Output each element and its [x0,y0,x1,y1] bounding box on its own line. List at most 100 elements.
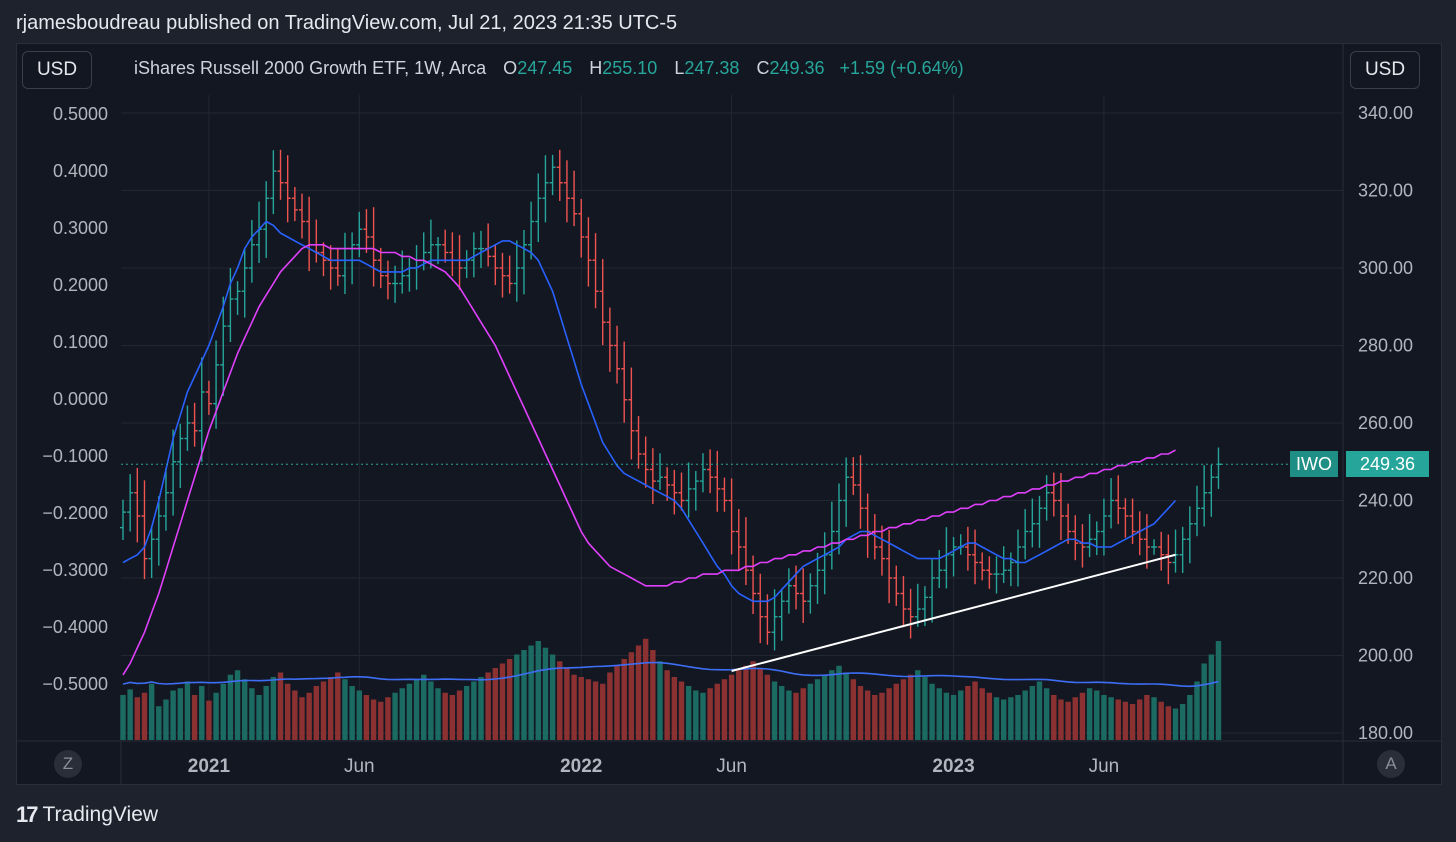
candle [384,260,391,300]
legend-high-label: H [589,58,603,78]
volume-bar [607,672,613,740]
volume-bar [578,677,584,740]
volume-bar [306,692,312,740]
candle [814,552,821,604]
legend-high-value: 255.10 [602,58,658,78]
volume-bar [872,695,878,740]
candle [578,199,585,258]
volume-bar [421,674,427,740]
volume-bar [163,699,169,740]
volume-bar [1072,697,1078,740]
candle [549,154,556,196]
candle [1050,472,1057,517]
candle [1029,498,1036,548]
candle [664,467,671,501]
candle [148,525,155,578]
volume-bar [1022,690,1028,740]
candle [470,232,477,278]
candle [327,245,334,290]
volume-bar [1208,654,1215,740]
candle [742,517,749,585]
candle [1043,475,1050,521]
candle [528,201,535,260]
candle [907,588,914,639]
candle [1172,529,1179,573]
volume-bar [678,681,685,740]
right-axis-tick: 180.00 [1358,723,1413,743]
volume-bar [413,679,420,740]
left-axis-tick: 0.3000 [53,218,108,238]
volume-bar [249,688,255,740]
candle [986,556,993,589]
volume-bar [177,688,183,740]
candle [535,173,542,243]
candle [492,245,499,286]
candle [778,588,785,641]
candle [563,160,570,223]
candle [198,357,205,462]
candle [170,429,177,516]
brand: 17 TradingView [16,802,158,828]
candle [828,501,835,570]
volume-bar [1094,690,1100,740]
volume-bar [1172,708,1179,740]
volume-bar [492,668,499,740]
right-axis-tick: 260.00 [1358,413,1413,433]
volume-bar [1029,686,1036,740]
zoom-reset-button[interactable]: Z [54,750,82,778]
candle [313,219,320,263]
ma-slow-line [122,244,1176,676]
legend-low-label: L [674,58,685,78]
volume-bar [657,661,663,740]
candle [1179,526,1186,573]
volume-bar [843,672,849,740]
volume-bar [936,688,942,740]
volume-bar [485,672,491,740]
candle [334,247,341,286]
volume-bar [915,670,921,740]
trendline [731,553,1176,672]
volume-bar [814,679,821,740]
candle [456,235,463,290]
candle [1122,498,1129,538]
legend-open-label: O [503,58,518,78]
currency-selector-left[interactable]: USD [22,51,92,89]
volume-bar [886,688,892,740]
volume-bar [535,641,541,740]
volume-bar [958,690,964,740]
candle [592,233,599,309]
candle [1100,498,1107,556]
volume-bar [156,706,162,740]
candle [699,453,706,493]
x-axis-tick: Jun [716,756,747,777]
volume-bar [363,695,370,740]
volume-bar [771,681,778,740]
volume-bar [600,683,606,740]
volume-bar [707,688,713,740]
candle [306,196,313,272]
volume-bar [807,683,814,740]
right-axis-tick: 220.00 [1358,568,1413,588]
candle [1057,472,1064,541]
volume-bar [1158,701,1164,740]
candle [979,552,986,581]
candle [707,449,714,494]
volume-bar [1015,695,1021,740]
volume-bar [449,695,456,740]
candle [864,493,871,558]
currency-selector-right[interactable]: USD [1350,51,1420,89]
volume-ma-line [122,661,1219,688]
left-axis-tick: −0.3000 [42,560,108,580]
brand-name: TradingView [42,803,159,826]
volume-bar [263,686,269,740]
left-axis-tick: 0.4000 [53,161,108,181]
candle [857,455,864,529]
right-axis-tick: 320.00 [1358,181,1413,201]
ma-fast-line [122,220,1177,603]
volume-bar [592,681,599,740]
candle [1165,534,1172,585]
volume-bar [170,690,176,740]
auto-scale-button[interactable]: A [1377,750,1405,778]
candle [1208,464,1215,517]
